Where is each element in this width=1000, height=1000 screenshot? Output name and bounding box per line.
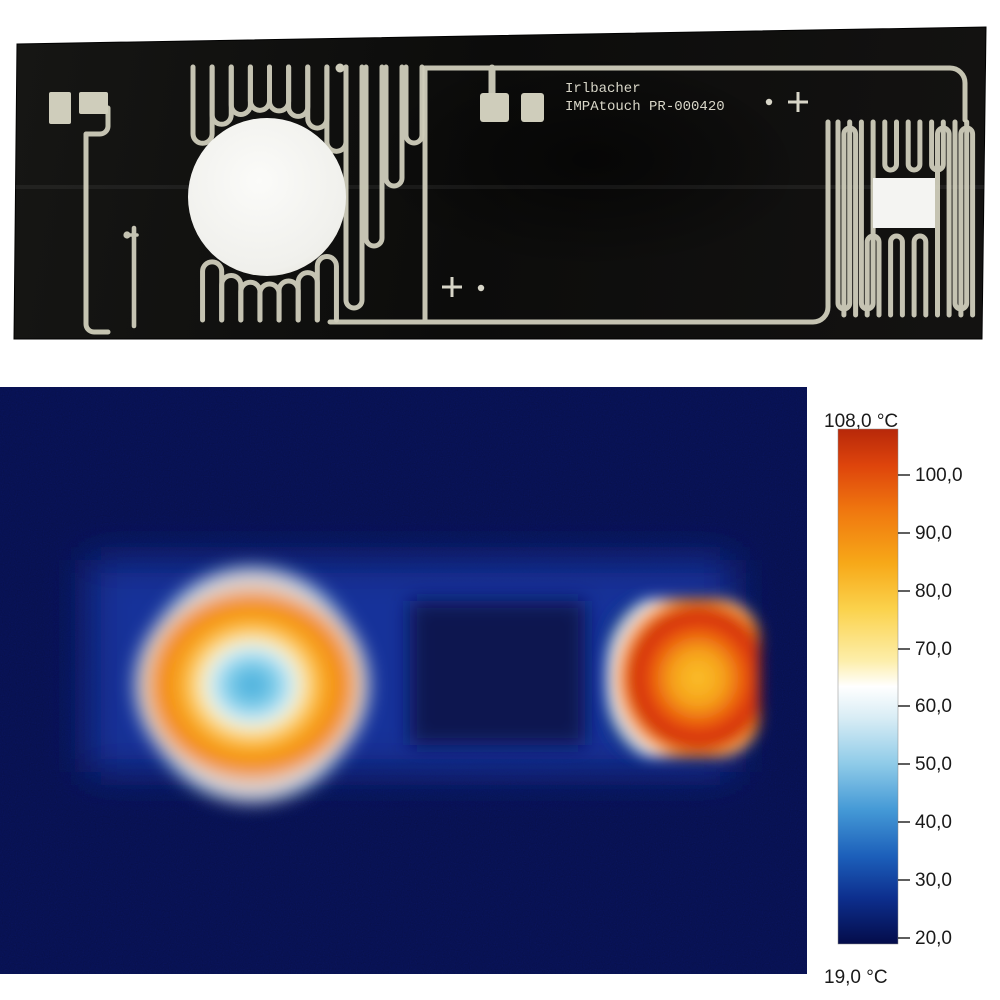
svg-text:19,0 °C: 19,0 °C (824, 967, 888, 988)
svg-text:Irlbacher: Irlbacher (565, 81, 641, 97)
svg-text:100,0: 100,0 (915, 465, 963, 486)
svg-text:70,0: 70,0 (915, 639, 952, 660)
svg-text:40,0: 40,0 (915, 812, 952, 833)
svg-text:80,0: 80,0 (915, 581, 952, 602)
svg-text:30,0: 30,0 (915, 870, 952, 891)
svg-text:20,0: 20,0 (915, 928, 952, 949)
svg-text:90,0: 90,0 (915, 523, 952, 544)
svg-text:50,0: 50,0 (915, 754, 952, 775)
svg-text:60,0: 60,0 (915, 696, 952, 717)
svg-text:IMPAtouch PR-000420: IMPAtouch PR-000420 (565, 99, 725, 115)
